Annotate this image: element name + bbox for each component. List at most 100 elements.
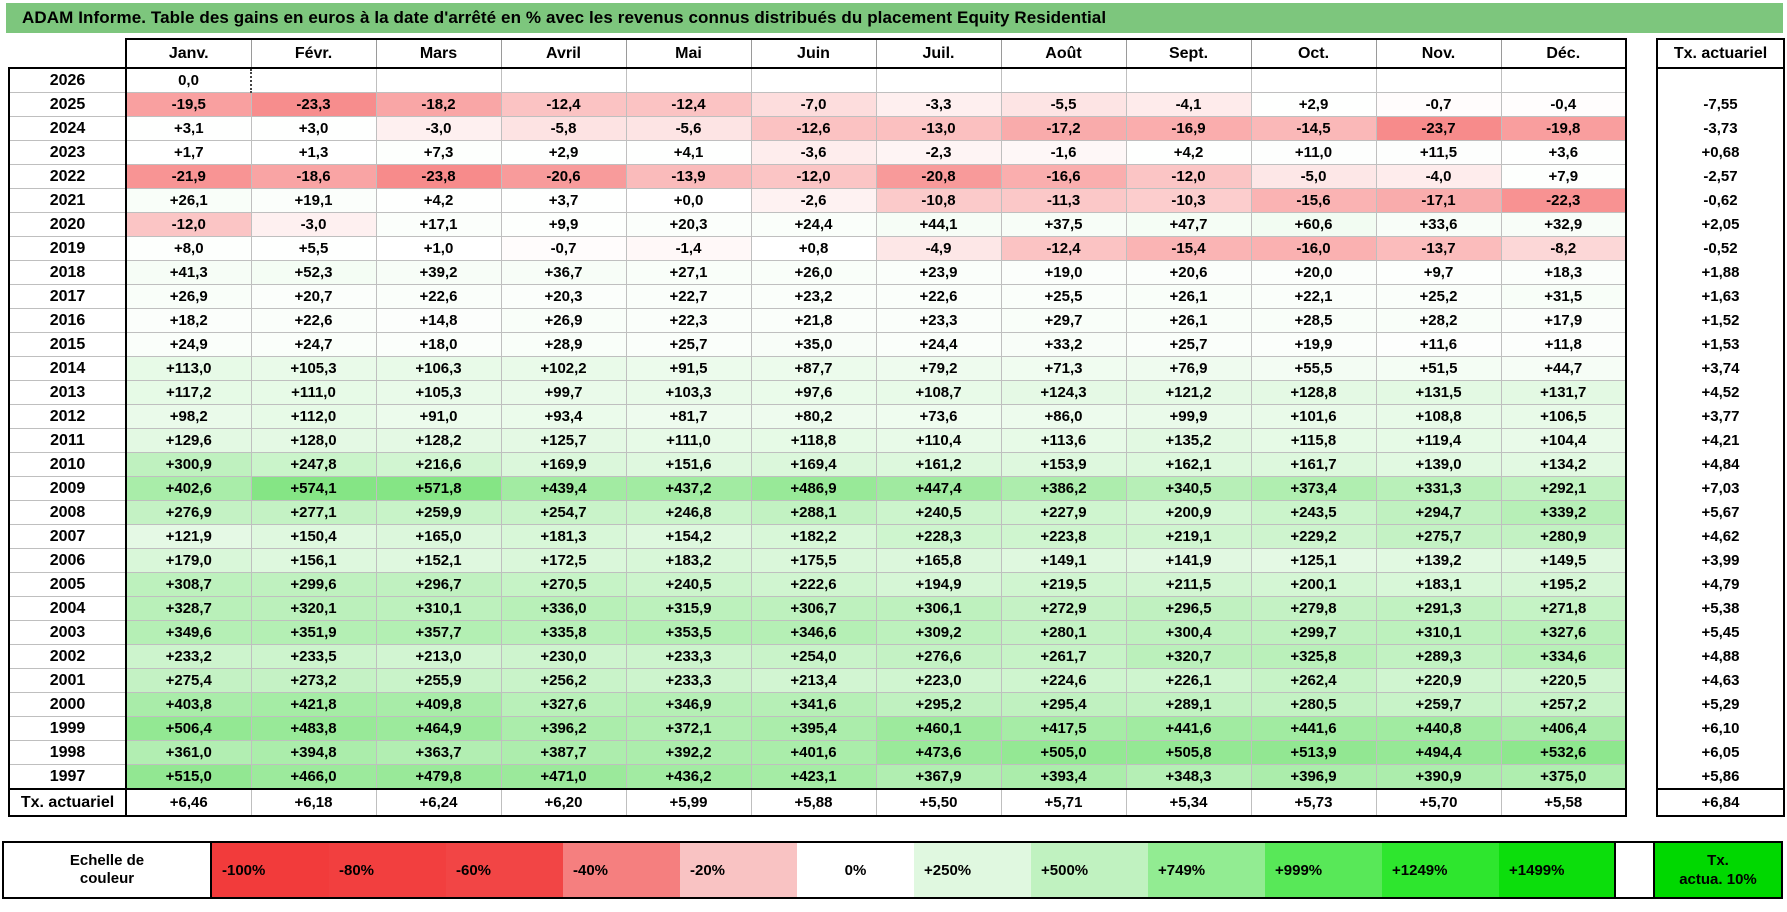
year-label[interactable]: 2006 bbox=[8, 548, 127, 573]
footer-value-cell[interactable]: +5,34 bbox=[1125, 788, 1252, 817]
gain-cell[interactable]: +129,6 bbox=[125, 428, 252, 453]
gain-cell[interactable]: +17,9 bbox=[1500, 308, 1627, 333]
gain-cell[interactable]: +121,9 bbox=[125, 524, 252, 549]
gain-cell[interactable]: +331,3 bbox=[1375, 476, 1502, 501]
year-label[interactable]: 2012 bbox=[8, 404, 127, 429]
gain-cell[interactable]: +222,6 bbox=[750, 572, 877, 597]
gain-cell[interactable]: +328,7 bbox=[125, 596, 252, 621]
gain-cell[interactable]: +24,9 bbox=[125, 332, 252, 357]
gain-cell[interactable]: +437,2 bbox=[625, 476, 752, 501]
year-label[interactable]: 2013 bbox=[8, 380, 127, 405]
gain-cell[interactable]: -5,8 bbox=[500, 116, 627, 141]
actuarial-value-cell[interactable]: +4,21 bbox=[1656, 428, 1785, 453]
gain-cell[interactable]: +121,2 bbox=[1125, 380, 1252, 405]
gain-cell[interactable]: +119,4 bbox=[1375, 428, 1502, 453]
year-label[interactable]: 2017 bbox=[8, 284, 127, 309]
gain-cell[interactable]: +36,7 bbox=[500, 260, 627, 285]
footer-value-cell[interactable]: +5,70 bbox=[1375, 788, 1502, 817]
gain-cell[interactable]: +259,7 bbox=[1375, 692, 1502, 717]
gain-cell[interactable]: +105,3 bbox=[375, 380, 502, 405]
gain-cell[interactable]: +19,1 bbox=[250, 188, 377, 213]
gain-cell[interactable]: +289,1 bbox=[1125, 692, 1252, 717]
footer-value-cell[interactable]: +5,99 bbox=[625, 788, 752, 817]
gain-cell[interactable]: -12,4 bbox=[625, 92, 752, 117]
gain-cell[interactable]: +315,9 bbox=[625, 596, 752, 621]
gain-cell[interactable]: +351,9 bbox=[250, 620, 377, 645]
gain-cell[interactable]: -17,2 bbox=[1000, 116, 1127, 141]
gain-cell[interactable]: +76,9 bbox=[1125, 356, 1252, 381]
gain-cell[interactable]: +25,2 bbox=[1375, 284, 1502, 309]
gain-cell[interactable]: +233,3 bbox=[625, 644, 752, 669]
gain-cell[interactable]: +367,9 bbox=[875, 764, 1002, 790]
gain-cell[interactable]: +247,8 bbox=[250, 452, 377, 477]
gain-cell[interactable] bbox=[1375, 67, 1502, 93]
gain-cell[interactable]: +471,0 bbox=[500, 764, 627, 790]
gain-cell[interactable]: +19,0 bbox=[1000, 260, 1127, 285]
month-header[interactable]: Janv. bbox=[125, 38, 252, 69]
gain-cell[interactable]: +149,5 bbox=[1500, 548, 1627, 573]
gain-cell[interactable]: +4,2 bbox=[375, 188, 502, 213]
gain-cell[interactable]: +216,6 bbox=[375, 452, 502, 477]
gain-cell[interactable]: +300,4 bbox=[1125, 620, 1252, 645]
actuarial-value-cell[interactable]: +1,63 bbox=[1656, 284, 1785, 309]
gain-cell[interactable]: +139,0 bbox=[1375, 452, 1502, 477]
gain-cell[interactable]: +162,1 bbox=[1125, 452, 1252, 477]
actuarial-value-cell[interactable]: -7,55 bbox=[1656, 92, 1785, 117]
gain-cell[interactable]: +402,6 bbox=[125, 476, 252, 501]
gain-cell[interactable]: -4,9 bbox=[875, 236, 1002, 261]
gain-cell[interactable]: +24,4 bbox=[875, 332, 1002, 357]
gain-cell[interactable]: +22,1 bbox=[1250, 284, 1377, 309]
gain-cell[interactable]: +334,6 bbox=[1500, 644, 1627, 669]
gain-cell[interactable]: +0,8 bbox=[750, 236, 877, 261]
gain-cell[interactable]: +7,9 bbox=[1500, 164, 1627, 189]
gain-cell[interactable]: +183,1 bbox=[1375, 572, 1502, 597]
gain-cell[interactable]: +386,2 bbox=[1000, 476, 1127, 501]
gain-cell[interactable]: +161,2 bbox=[875, 452, 1002, 477]
actuarial-value-cell[interactable]: +4,63 bbox=[1656, 668, 1785, 693]
month-header[interactable]: Nov. bbox=[1375, 38, 1502, 69]
month-header[interactable]: Juin bbox=[750, 38, 877, 69]
footer-value-cell[interactable]: +6,20 bbox=[500, 788, 627, 817]
gain-cell[interactable]: -16,9 bbox=[1125, 116, 1252, 141]
gain-cell[interactable]: +27,1 bbox=[625, 260, 752, 285]
gain-cell[interactable]: -7,0 bbox=[750, 92, 877, 117]
year-label[interactable]: 2008 bbox=[8, 500, 127, 525]
gain-cell[interactable]: +80,2 bbox=[750, 404, 877, 429]
year-label[interactable]: 2020 bbox=[8, 212, 127, 237]
gain-cell[interactable]: +254,7 bbox=[500, 500, 627, 525]
actuarial-value-cell[interactable]: +1,52 bbox=[1656, 308, 1785, 333]
gain-cell[interactable]: +26,1 bbox=[1125, 308, 1252, 333]
gain-cell[interactable]: +574,1 bbox=[250, 476, 377, 501]
gain-cell[interactable]: -22,3 bbox=[1500, 188, 1627, 213]
gain-cell[interactable]: +102,2 bbox=[500, 356, 627, 381]
gain-cell[interactable]: +28,9 bbox=[500, 332, 627, 357]
gain-cell[interactable] bbox=[1250, 67, 1377, 93]
gain-cell[interactable]: -3,6 bbox=[750, 140, 877, 165]
actuarial-value-cell[interactable]: +2,05 bbox=[1656, 212, 1785, 237]
gain-cell[interactable]: +506,4 bbox=[125, 716, 252, 741]
month-header[interactable]: Févr. bbox=[250, 38, 377, 69]
gain-cell[interactable]: +213,4 bbox=[750, 668, 877, 693]
gain-cell[interactable]: +37,5 bbox=[1000, 212, 1127, 237]
gain-cell[interactable]: -20,6 bbox=[500, 164, 627, 189]
actuarial-value-cell[interactable]: +5,38 bbox=[1656, 596, 1785, 621]
year-label[interactable]: 1997 bbox=[8, 764, 127, 790]
gain-cell[interactable] bbox=[750, 67, 877, 93]
gain-cell[interactable]: +460,1 bbox=[875, 716, 1002, 741]
gain-cell[interactable]: +406,4 bbox=[1500, 716, 1627, 741]
gain-cell[interactable]: +228,3 bbox=[875, 524, 1002, 549]
gain-cell[interactable]: -3,3 bbox=[875, 92, 1002, 117]
gain-cell[interactable]: +272,9 bbox=[1000, 596, 1127, 621]
gain-cell[interactable]: +401,6 bbox=[750, 740, 877, 765]
gain-cell[interactable]: +280,9 bbox=[1500, 524, 1627, 549]
gain-cell[interactable]: +447,4 bbox=[875, 476, 1002, 501]
gain-cell[interactable]: +97,6 bbox=[750, 380, 877, 405]
gain-cell[interactable]: +18,0 bbox=[375, 332, 502, 357]
gain-cell[interactable]: -12,4 bbox=[1000, 236, 1127, 261]
gain-cell[interactable]: +279,8 bbox=[1250, 596, 1377, 621]
gain-cell[interactable]: +436,2 bbox=[625, 764, 752, 790]
gain-cell[interactable]: +141,9 bbox=[1125, 548, 1252, 573]
year-label[interactable]: 2004 bbox=[8, 596, 127, 621]
gain-cell[interactable]: +179,0 bbox=[125, 548, 252, 573]
gain-cell[interactable]: -19,8 bbox=[1500, 116, 1627, 141]
